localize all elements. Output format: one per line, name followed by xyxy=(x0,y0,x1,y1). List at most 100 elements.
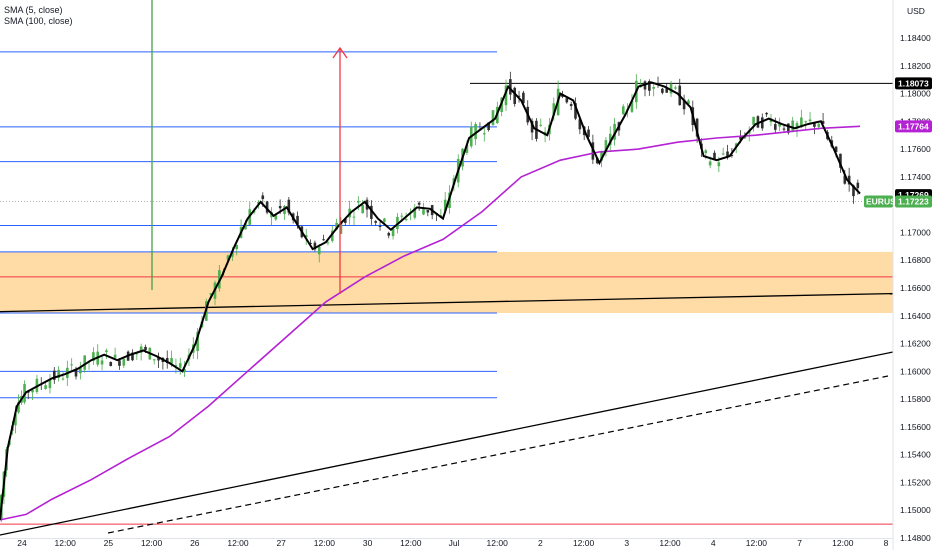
candle-bear xyxy=(109,362,112,366)
x-tick-label: 25 xyxy=(104,538,114,548)
annotations-layer xyxy=(152,0,347,294)
y-tick-label: 1.15000 xyxy=(900,505,931,515)
y-tick-label: 1.17000 xyxy=(900,227,931,237)
candle-bull xyxy=(353,217,356,218)
y-tick-label: 1.15800 xyxy=(900,394,931,404)
x-tick-label: 24 xyxy=(17,538,27,548)
x-tick-label: 12:00 xyxy=(227,538,249,548)
sma100-line xyxy=(0,126,860,520)
candle-bull xyxy=(70,364,73,365)
candle-bull xyxy=(101,360,104,364)
demand-zone xyxy=(0,252,893,313)
candle-bull xyxy=(62,378,65,379)
candle-bear xyxy=(566,98,569,102)
x-tick-label: 2 xyxy=(538,538,543,548)
candle-bull xyxy=(105,350,108,352)
candle-bull xyxy=(791,121,794,131)
y-tick-label: 1.15600 xyxy=(900,422,931,432)
candle-bear xyxy=(427,210,430,212)
candle-bear xyxy=(774,124,777,130)
y-tick-label: 1.16200 xyxy=(900,339,931,349)
candle-bull xyxy=(718,162,721,166)
candle-bull xyxy=(709,161,712,165)
candle-bull xyxy=(722,154,725,155)
candle-bear xyxy=(857,183,860,188)
candle-bear xyxy=(387,233,390,236)
candle-bull xyxy=(400,216,403,217)
candle-bull xyxy=(31,390,34,392)
x-tick-label: 7 xyxy=(797,538,802,548)
candle-bull xyxy=(622,106,625,114)
candle-bear xyxy=(118,360,121,366)
x-tick-label: 12:00 xyxy=(400,538,422,548)
currency-label: USD xyxy=(907,6,925,16)
x-tick-label: 27 xyxy=(276,538,286,548)
candle-bear xyxy=(726,152,729,156)
candle-bull xyxy=(539,125,542,126)
x-tick-label: 3 xyxy=(624,538,629,548)
y-tick-label: 1.16800 xyxy=(900,255,931,265)
candle-bull xyxy=(652,87,655,89)
candle-bull xyxy=(179,363,182,368)
x-tick-label: 12:00 xyxy=(746,538,768,548)
candle-bull xyxy=(383,219,386,222)
x-tick-label: Jul xyxy=(449,538,460,548)
y-tick-label: 1.14800 xyxy=(900,533,931,543)
candle-bear xyxy=(279,206,282,208)
candle-bull xyxy=(422,209,425,214)
candle-bear xyxy=(418,203,421,205)
candle-bear xyxy=(661,89,664,93)
candle-bull xyxy=(674,87,677,88)
candle-bull xyxy=(357,201,360,203)
x-tick-label: 12:00 xyxy=(573,538,595,548)
candle-bear xyxy=(783,129,786,130)
candle-bear xyxy=(765,113,768,114)
candle-bull xyxy=(44,385,47,389)
x-tick-label: 26 xyxy=(190,538,200,548)
y-tick-label: 1.16400 xyxy=(900,311,931,321)
candle-bear xyxy=(761,117,764,128)
x-tick-label: 12:00 xyxy=(314,538,336,548)
demand-zone-layer xyxy=(0,252,893,313)
candle-bull xyxy=(405,219,408,220)
x-tick-label: 8 xyxy=(884,538,889,548)
x-tick-label: 12:00 xyxy=(832,538,854,548)
candle-bull xyxy=(809,119,812,121)
dashed-trendline xyxy=(108,376,888,533)
candle-bull xyxy=(804,121,807,122)
candle-bull xyxy=(483,133,486,134)
x-tick-label: 12:00 xyxy=(55,538,77,548)
y-tick-label: 1.15200 xyxy=(900,477,931,487)
candle-bear xyxy=(379,226,382,227)
price-tag: 1.17764 xyxy=(898,121,929,131)
candle-bull xyxy=(361,205,364,213)
price-tag: 1.17223 xyxy=(898,196,929,206)
x-tick-label: 30 xyxy=(363,538,373,548)
candle-bull xyxy=(122,359,125,366)
candle-bull xyxy=(705,150,708,153)
y-tick-label: 1.16000 xyxy=(900,366,931,376)
candle-bull xyxy=(752,117,755,125)
x-tick-label: 4 xyxy=(711,538,716,548)
x-tick-label: 12:00 xyxy=(659,538,681,548)
candle-bull xyxy=(114,355,117,358)
y-tick-label: 1.16600 xyxy=(900,283,931,293)
y-tick-label: 1.18200 xyxy=(900,61,931,71)
candle-bull xyxy=(318,247,321,254)
candle-bear xyxy=(713,153,716,159)
candle-bear xyxy=(374,221,377,223)
y-tick-label: 1.18400 xyxy=(900,33,931,43)
y-tick-label: 1.15400 xyxy=(900,450,931,460)
candle-bull xyxy=(153,359,156,360)
y-tick-label: 1.17600 xyxy=(900,144,931,154)
candle-bear xyxy=(261,195,264,199)
candle-bear xyxy=(570,104,573,106)
y-tick-label: 1.17400 xyxy=(900,172,931,182)
x-tick-label: 12:00 xyxy=(487,538,509,548)
candle-bull xyxy=(817,124,820,127)
trendlines-layer xyxy=(0,294,893,535)
lower-trendline xyxy=(0,352,893,535)
y-tick-label: 1.18000 xyxy=(900,89,931,99)
candle-bear xyxy=(322,239,325,240)
